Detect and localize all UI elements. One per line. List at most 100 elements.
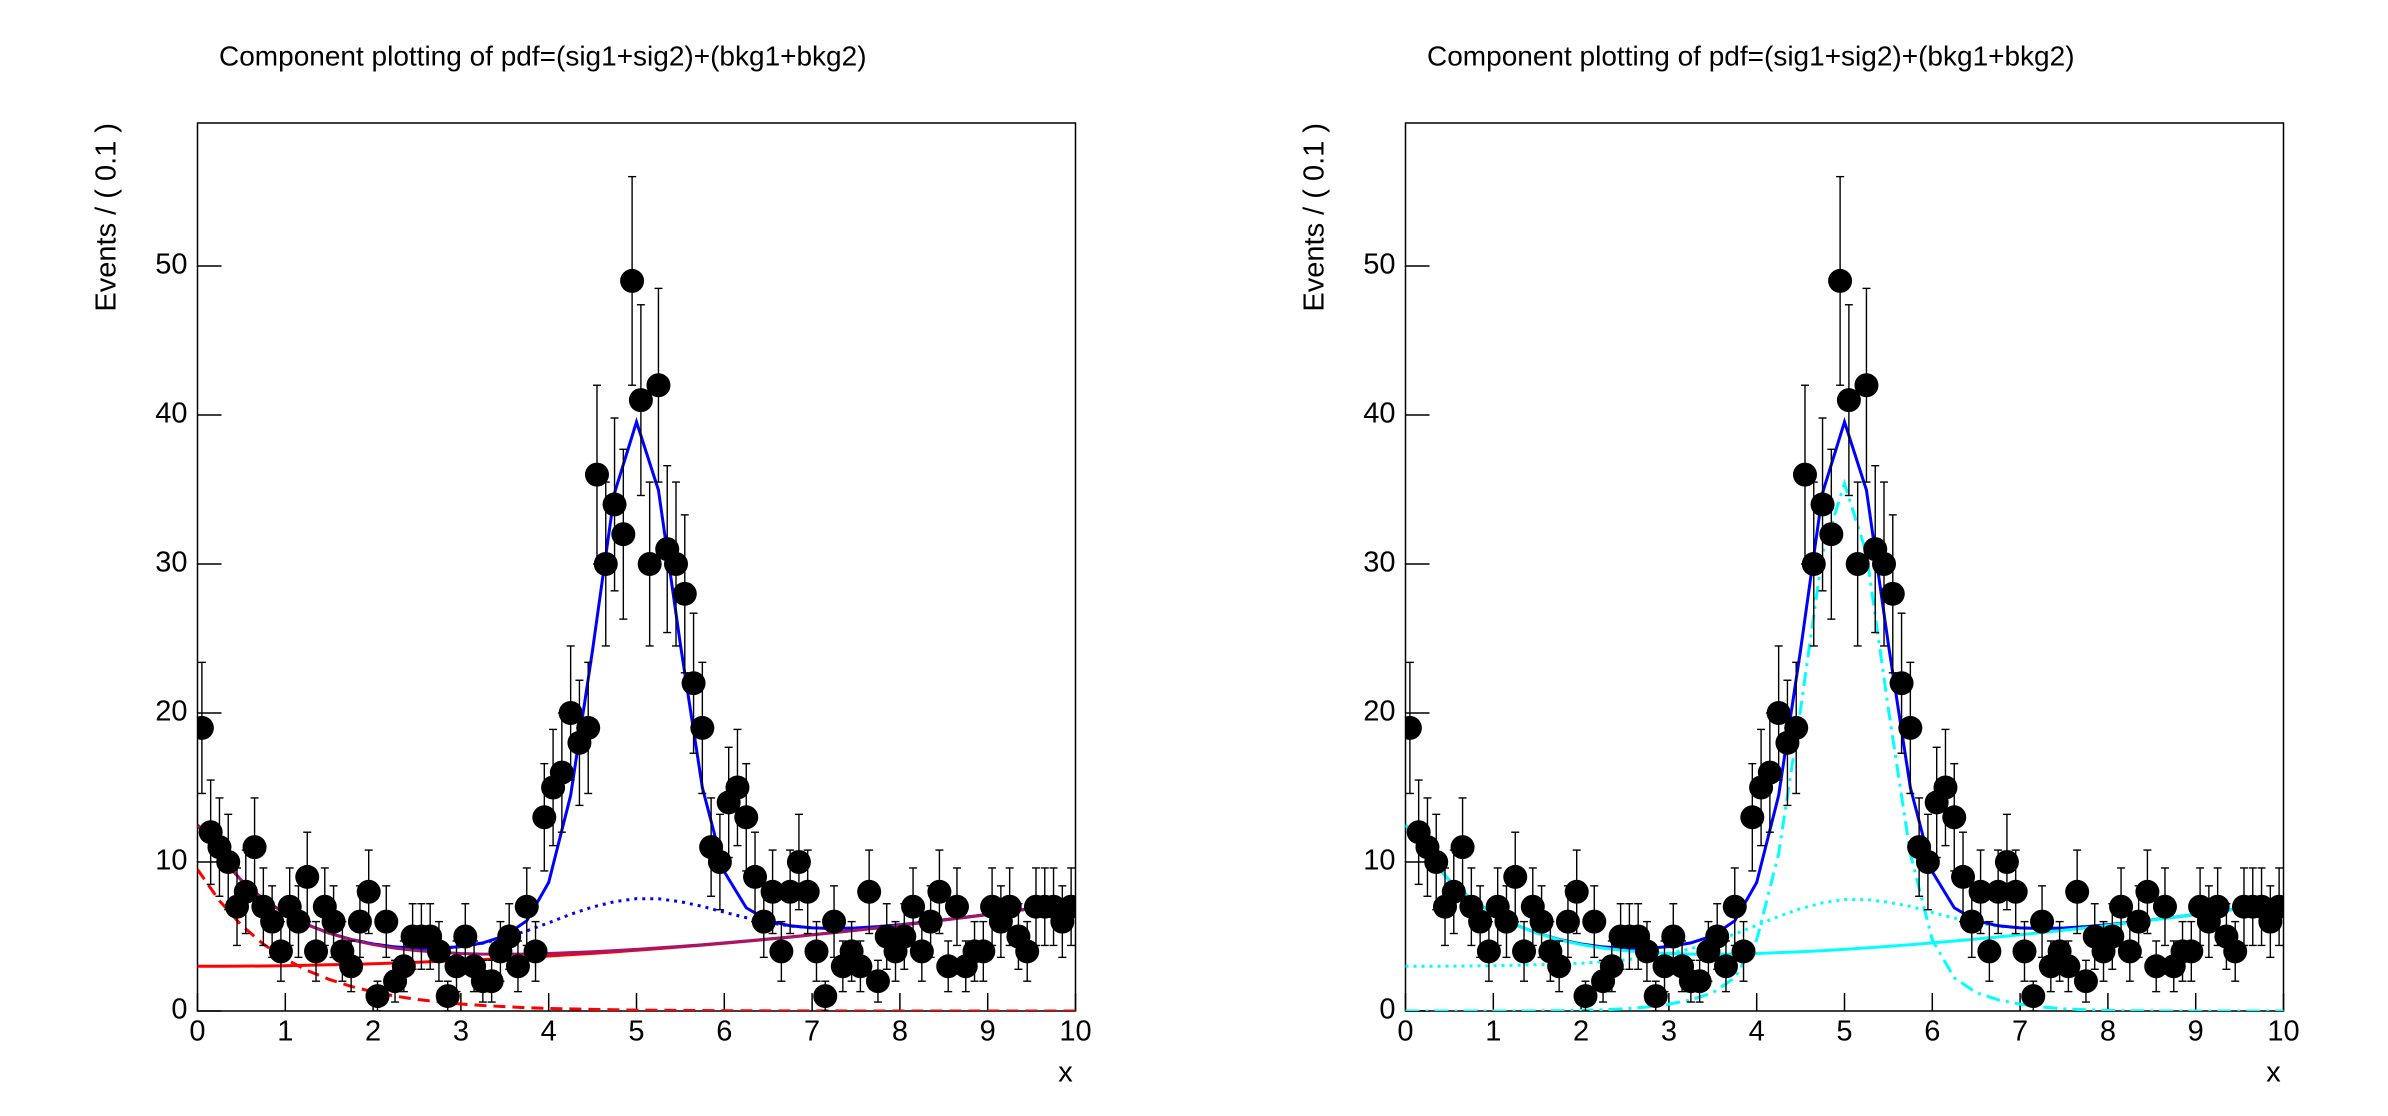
x-tick-label: 1 (1485, 1016, 1501, 1048)
data-point (1582, 909, 1607, 934)
data-point (1889, 671, 1914, 696)
x-tick-label: 3 (1661, 1016, 1677, 1048)
data-point (479, 969, 504, 994)
curve (1405, 478, 2284, 1011)
y-tick-label: 40 (155, 398, 187, 430)
data-point (1766, 701, 1791, 726)
data-point (505, 954, 530, 979)
data-point (576, 715, 601, 740)
data-point (857, 879, 882, 904)
data-point (865, 969, 890, 994)
data-point (743, 864, 768, 889)
data-point (628, 388, 653, 413)
data-point (2100, 924, 2125, 949)
data-point (2144, 954, 2169, 979)
data-point (997, 894, 1022, 919)
data-point (1652, 954, 1677, 979)
data-point (532, 805, 557, 830)
data-point (751, 909, 776, 934)
data-point (620, 268, 645, 293)
data-point (260, 909, 285, 934)
data-point (242, 835, 267, 860)
data-point (1792, 462, 1817, 487)
data-point (356, 879, 381, 904)
data-point (1828, 268, 1853, 293)
data-point (1959, 909, 1984, 934)
data-point (1564, 879, 1589, 904)
x-tick-label: 8 (892, 1016, 908, 1048)
data-point (1872, 552, 1897, 577)
x-tick-label: 0 (189, 1016, 205, 1048)
data-point (637, 552, 662, 577)
data-point (786, 850, 811, 875)
data-point (901, 894, 926, 919)
data-point (549, 760, 574, 785)
data-point (778, 879, 803, 904)
data-point (2135, 879, 2160, 904)
data-point (558, 701, 583, 726)
data-point (769, 939, 794, 964)
data-point (453, 924, 478, 949)
curve (197, 868, 1076, 1011)
data-point (321, 909, 346, 934)
data-point (497, 924, 522, 949)
y-tick-label: 50 (1363, 249, 1395, 281)
chart-title: Component plotting of pdf=(sig1+sig2)+(b… (1427, 40, 2075, 71)
data-point (1599, 954, 1624, 979)
x-tick-label: 6 (1924, 1016, 1940, 1048)
data-point (2030, 909, 2055, 934)
data-point (1880, 581, 1905, 606)
data-point (725, 775, 750, 800)
data-point (1757, 760, 1782, 785)
data-point (734, 805, 759, 830)
data-point (197, 715, 214, 740)
y-tick-label: 10 (155, 845, 187, 877)
plot-area (1405, 175, 2284, 1011)
data-point (602, 492, 627, 517)
data-point (2021, 984, 2046, 1009)
data-point (1503, 864, 1528, 889)
data-point (2152, 894, 2177, 919)
data-point (2065, 879, 2090, 904)
y-tick-label: 0 (1379, 994, 1395, 1026)
chart-panel: Component plotting of pdf=(sig1+sig2)+(b… (91, 40, 1092, 1088)
y-tick-label: 50 (155, 249, 187, 281)
data-point (804, 939, 829, 964)
data-point (1740, 805, 1765, 830)
data-point (822, 909, 847, 934)
x-tick-label: 2 (1573, 1016, 1589, 1048)
y-tick-label: 10 (1363, 845, 1395, 877)
data-point (760, 879, 785, 904)
data-point (339, 954, 364, 979)
data-point (1713, 954, 1738, 979)
data-point (1898, 715, 1923, 740)
data-point (795, 879, 820, 904)
data-point (426, 939, 451, 964)
data-point (1405, 715, 1422, 740)
data-point (707, 850, 732, 875)
data-point (1784, 715, 1809, 740)
data-point (1994, 850, 2019, 875)
y-tick-label: 30 (1363, 547, 1395, 579)
data-point (295, 864, 320, 889)
y-axis-label: Events / ( 0.1 ) (91, 123, 123, 312)
data-point (1059, 894, 1076, 919)
data-point (523, 939, 548, 964)
data-point (2109, 894, 2134, 919)
x-tick-label: 9 (2188, 1016, 2204, 1048)
data-point (1494, 909, 1519, 934)
data-point (1687, 969, 1712, 994)
data-point (1819, 522, 1844, 547)
data-point (944, 894, 969, 919)
data-point (2056, 954, 2081, 979)
x-tick-label: 10 (2267, 1016, 2299, 1048)
data-point (892, 924, 917, 949)
data-point (1951, 864, 1976, 889)
data-point (1986, 879, 2011, 904)
data-point (681, 671, 706, 696)
data-point (936, 954, 961, 979)
x-tick-label: 10 (1059, 1016, 1091, 1048)
x-tick-label: 7 (2012, 1016, 2028, 1048)
data-point (2126, 909, 2151, 934)
